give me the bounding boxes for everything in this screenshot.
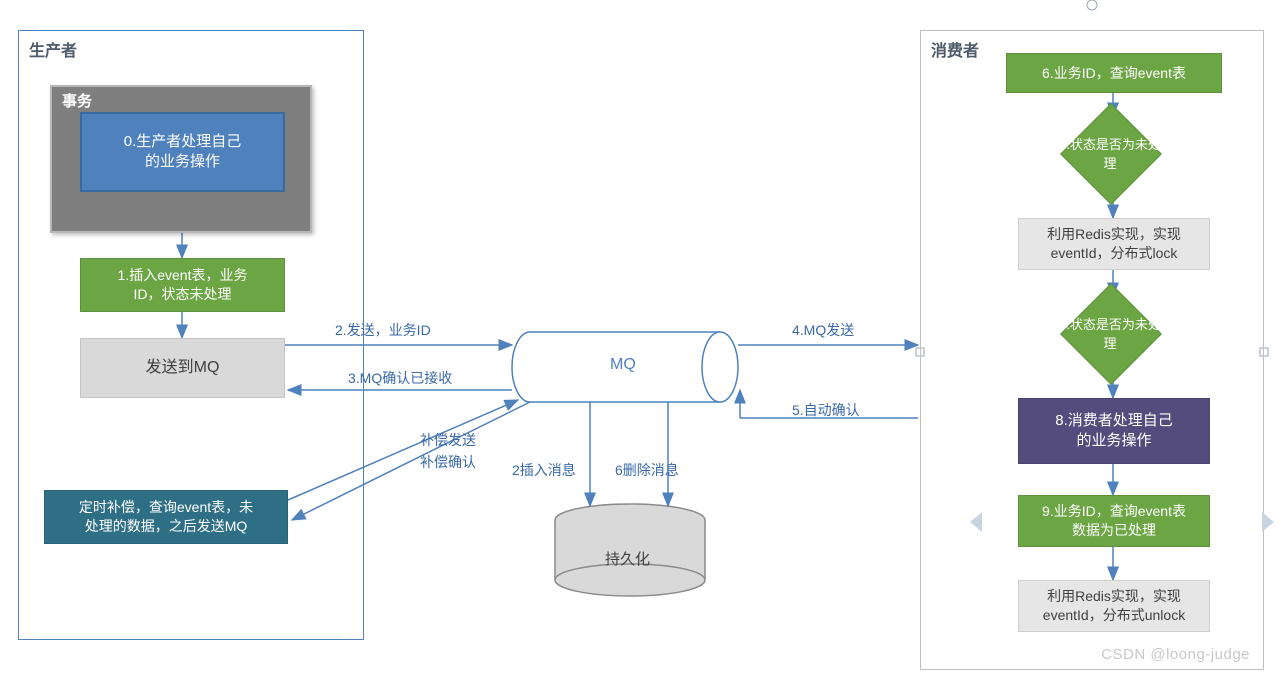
label-2-send: 2.发送，业务ID <box>335 320 431 340</box>
nav-left-icon[interactable] <box>970 512 982 532</box>
transaction-label: 事务 <box>62 90 92 111</box>
nav-right-icon[interactable] <box>1262 512 1274 532</box>
diagram-canvas: 生产者 消费者 事务 0.生产者处理自己 的业务操作 1.插入event表，业务… <box>0 0 1280 675</box>
node-redis-lock: 利用Redis实现，实现 eventId，分布式lock <box>1018 218 1210 270</box>
label-5-auto: 5.自动确认 <box>792 400 860 420</box>
mq-label: MQ <box>610 356 636 374</box>
label-insert-msg: 2插入消息 <box>512 460 576 480</box>
node-8-consumer-op: 8.消费者处理自己 的业务操作 <box>1018 398 1210 464</box>
db-label: 持久化 <box>605 548 650 569</box>
node-7a-label: 7.状态是否为未处理 <box>1054 118 1166 188</box>
label-comp-send: 补偿发送 <box>420 430 476 450</box>
watermark-text: CSDN @loong-judge <box>1101 646 1250 663</box>
node-redis-unlock: 利用Redis实现，实现 eventId，分布式unlock <box>1018 580 1210 632</box>
node-compensation: 定时补偿，查询event表，未 处理的数据，之后发送MQ <box>44 490 288 544</box>
label-comp-ack: 补偿确认 <box>420 452 476 472</box>
node-send-mq: 发送到MQ <box>80 338 285 398</box>
label-delete-msg: 6删除消息 <box>615 460 679 480</box>
node-6-query-event: 6.业务ID，查询event表 <box>1006 53 1222 93</box>
consumer-title: 消费者 <box>931 37 979 61</box>
node-0-producer-op: 0.生产者处理自己 的业务操作 <box>80 112 285 192</box>
node-7b-label: 7.状态是否为未处理 <box>1054 298 1166 368</box>
label-3-ack: 3.MQ确认已接收 <box>348 368 452 388</box>
producer-title: 生产者 <box>29 37 77 61</box>
node-9-update-event: 9.业务ID，查询event表 数据为已处理 <box>1018 495 1210 547</box>
node-7b-status-check: 7.状态是否为未处理 <box>1075 298 1145 368</box>
node-1-insert-event: 1.插入event表，业务 ID，状态未处理 <box>80 258 285 312</box>
node-7a-status-check: 7.状态是否为未处理 <box>1075 118 1145 188</box>
label-4-mqout: 4.MQ发送 <box>792 320 854 340</box>
